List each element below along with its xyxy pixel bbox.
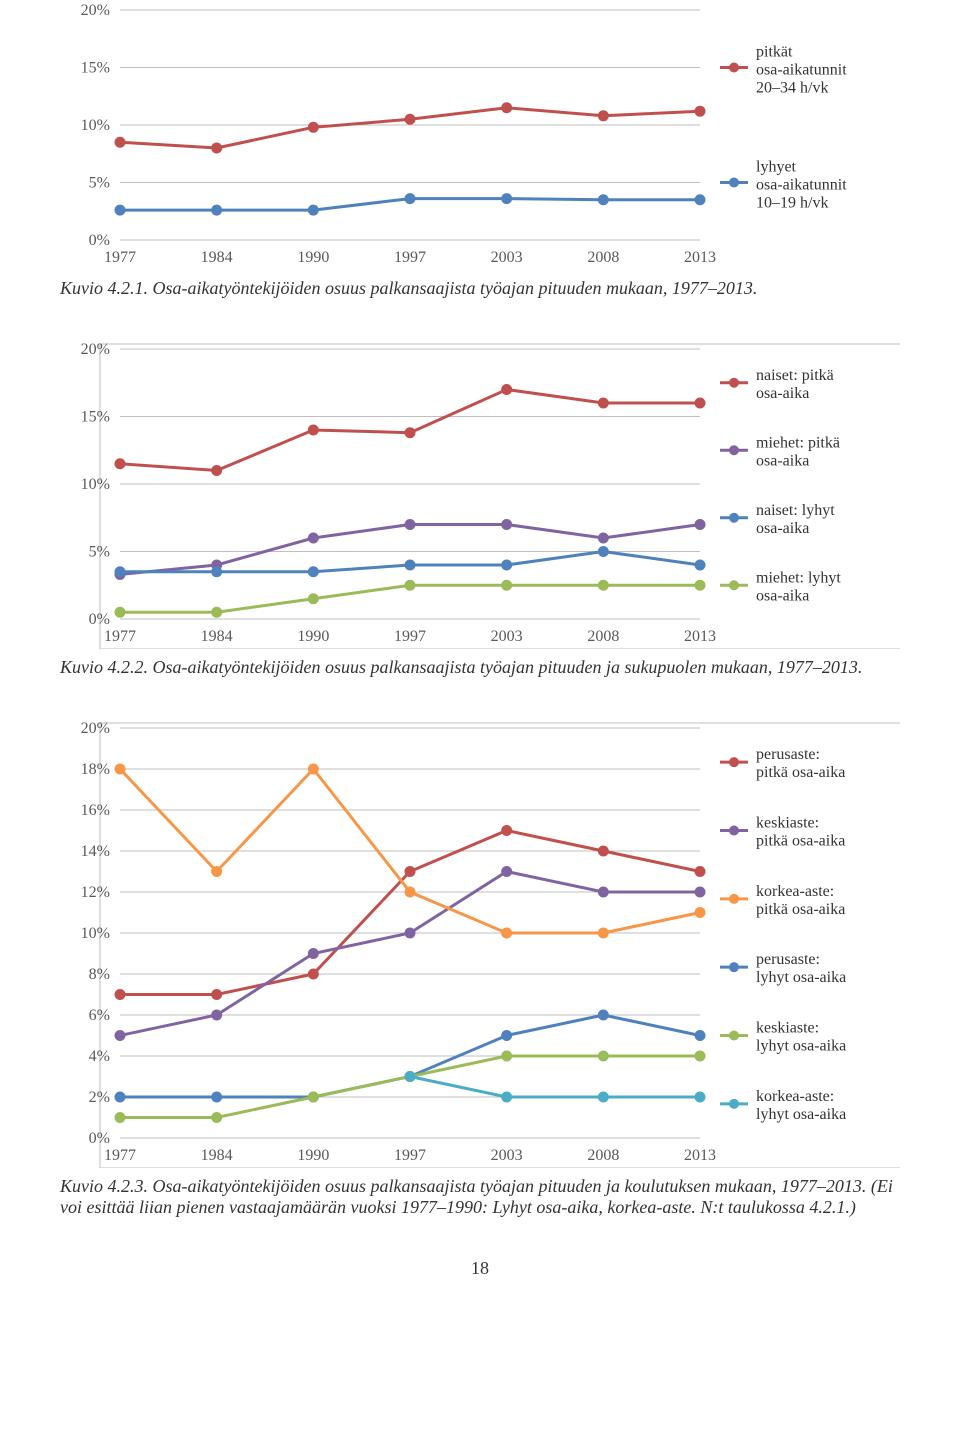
chart-2-caption: Kuvio 4.2.2. Osa-aikatyöntekijöiden osuu… bbox=[60, 657, 900, 678]
svg-text:perusaste:lyhyt osa-aika: perusaste:lyhyt osa-aika bbox=[756, 951, 846, 986]
svg-text:2003: 2003 bbox=[491, 249, 523, 266]
svg-text:1977: 1977 bbox=[104, 1147, 136, 1164]
chart-3: 0% 2% 4% 6% 8% 10% 12% 14% 16% 18% 20% 1977 1984 1990… bbox=[60, 718, 900, 1168]
svg-text:1997: 1997 bbox=[394, 1147, 426, 1164]
svg-text:2013: 2013 bbox=[684, 249, 716, 266]
svg-text:1984: 1984 bbox=[201, 628, 233, 645]
svg-text:1990: 1990 bbox=[297, 249, 329, 266]
svg-text:miehet: lyhytosa-aika: miehet: lyhytosa-aika bbox=[756, 569, 841, 604]
svg-text:keskiaste:pitkä osa-aika: keskiaste:pitkä osa-aika bbox=[756, 815, 845, 850]
svg-text:15%: 15% bbox=[81, 60, 110, 77]
svg-text:16%: 16% bbox=[81, 802, 110, 819]
chart-1: 0% 5% 10% 15% 20% 1977 1984 1990 1997 2003 2008 201… bbox=[60, 0, 900, 270]
svg-text:0%: 0% bbox=[89, 1130, 110, 1147]
chart-3-caption: Kuvio 4.2.3. Osa-aikatyöntekijöiden osuu… bbox=[60, 1176, 900, 1218]
svg-text:2%: 2% bbox=[89, 1089, 110, 1106]
svg-text:2008: 2008 bbox=[587, 249, 619, 266]
svg-text:2003: 2003 bbox=[491, 628, 523, 645]
svg-text:1984: 1984 bbox=[201, 1147, 233, 1164]
svg-text:18%: 18% bbox=[81, 761, 110, 778]
svg-text:pitkätosa-aikatunnit20–34 h/vk: pitkätosa-aikatunnit20–34 h/vk bbox=[756, 44, 847, 97]
svg-text:4%: 4% bbox=[89, 1048, 110, 1065]
svg-text:12%: 12% bbox=[81, 884, 110, 901]
svg-text:naiset: pitkäosa-aika: naiset: pitkäosa-aika bbox=[756, 367, 834, 402]
svg-text:miehet: pitkäosa-aika: miehet: pitkäosa-aika bbox=[756, 434, 840, 469]
svg-text:0%: 0% bbox=[89, 232, 110, 249]
svg-text:1977: 1977 bbox=[104, 628, 136, 645]
svg-text:2008: 2008 bbox=[587, 1147, 619, 1164]
svg-text:5%: 5% bbox=[89, 544, 110, 561]
svg-text:6%: 6% bbox=[89, 1007, 110, 1024]
svg-text:2013: 2013 bbox=[684, 628, 716, 645]
svg-text:1990: 1990 bbox=[297, 1147, 329, 1164]
svg-text:15%: 15% bbox=[81, 409, 110, 426]
svg-text:2003: 2003 bbox=[491, 1147, 523, 1164]
svg-text:14%: 14% bbox=[81, 843, 110, 860]
svg-text:20%: 20% bbox=[81, 720, 110, 737]
svg-text:perusaste:pitkä osa-aika: perusaste:pitkä osa-aika bbox=[756, 746, 845, 781]
svg-text:1997: 1997 bbox=[394, 628, 426, 645]
svg-text:20%: 20% bbox=[81, 341, 110, 358]
svg-text:1997: 1997 bbox=[394, 249, 426, 266]
svg-text:10%: 10% bbox=[81, 925, 110, 942]
svg-text:1984: 1984 bbox=[201, 249, 233, 266]
svg-text:2008: 2008 bbox=[587, 628, 619, 645]
svg-text:10%: 10% bbox=[81, 476, 110, 493]
svg-text:10%: 10% bbox=[81, 117, 110, 134]
chart-2: 0% 5% 10% 15% 20% 1977 1984 1990 1997 2003 2008 201… bbox=[60, 339, 900, 649]
svg-text:korkea-aste:pitkä osa-aika: korkea-aste:pitkä osa-aika bbox=[756, 883, 845, 918]
svg-text:1977: 1977 bbox=[104, 249, 136, 266]
page-number: 18 bbox=[60, 1258, 900, 1279]
svg-text:8%: 8% bbox=[89, 966, 110, 983]
svg-text:5%: 5% bbox=[89, 175, 110, 192]
svg-text:lyhyetosa-aikatunnit10–19 h/vk: lyhyetosa-aikatunnit10–19 h/vk bbox=[756, 159, 847, 212]
svg-text:0%: 0% bbox=[89, 611, 110, 628]
svg-text:keskiaste:lyhyt osa-aika: keskiaste:lyhyt osa-aika bbox=[756, 1020, 846, 1055]
svg-text:2013: 2013 bbox=[684, 1147, 716, 1164]
svg-text:1990: 1990 bbox=[297, 628, 329, 645]
svg-text:20%: 20% bbox=[81, 2, 110, 19]
svg-text:naiset: lyhytosa-aika: naiset: lyhytosa-aika bbox=[756, 502, 835, 537]
chart-1-caption: Kuvio 4.2.1. Osa-aikatyöntekijöiden osuu… bbox=[60, 278, 900, 299]
svg-text:korkea-aste:lyhyt osa-aika: korkea-aste:lyhyt osa-aika bbox=[756, 1088, 846, 1123]
